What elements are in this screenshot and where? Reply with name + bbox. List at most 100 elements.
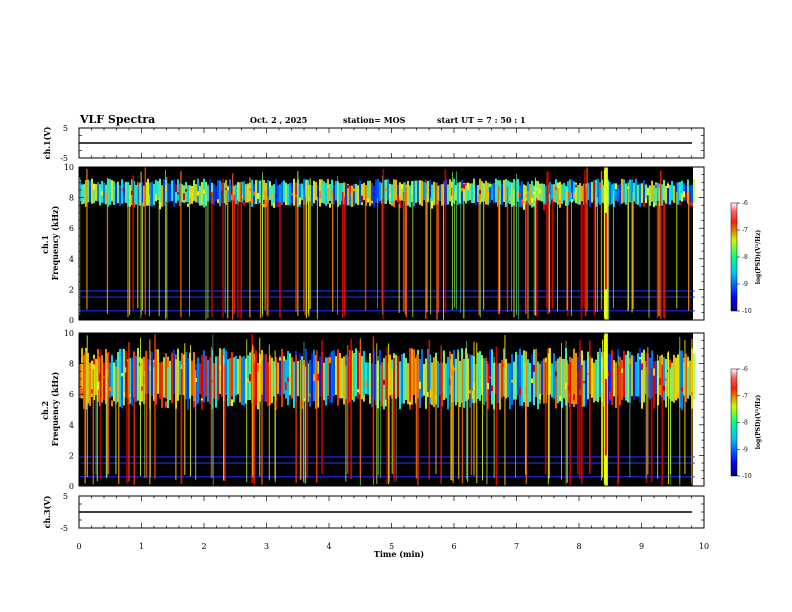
noise-band-column [491, 349, 493, 405]
ch3-waveform-xticks [78, 495, 705, 529]
noise-band-column [121, 179, 123, 204]
ch1-ylabel-line1: ch.1 [40, 235, 50, 254]
noise-band-column [433, 357, 435, 408]
noise-band-column [97, 182, 99, 202]
noise-band-speck [543, 203, 545, 211]
noise-band-speck [567, 385, 569, 391]
colorbar-tick-label: -9 [742, 281, 748, 288]
noise-band-column [691, 184, 693, 205]
noise-band-column [447, 184, 449, 205]
noise-band-column [571, 179, 573, 202]
noise-band-column [191, 186, 193, 204]
noise-band-column [465, 185, 467, 204]
noise-band-column [667, 181, 669, 206]
noise-band-column [641, 352, 643, 409]
noise-band-column [117, 351, 119, 403]
noise-band-speck [427, 391, 429, 398]
noise-band-speck [371, 200, 373, 203]
noise-band-column [571, 358, 573, 404]
noise-band-column [685, 353, 687, 403]
freq-tick-label: 8 [69, 194, 74, 203]
noise-band-column [595, 359, 597, 401]
noise-band-column [351, 185, 353, 207]
noise-band-speck [257, 192, 259, 199]
noise-band-speck [193, 401, 195, 408]
noise-band-column [279, 184, 281, 207]
noise-band-speck [299, 197, 301, 205]
noise-band-column [623, 350, 625, 398]
noise-band-column [381, 362, 383, 407]
noise-band-column [457, 349, 459, 403]
noise-band-column [259, 180, 261, 204]
noise-band-column [609, 354, 611, 401]
noise-band-column [125, 350, 127, 399]
noise-band-column [149, 182, 151, 206]
ch3-ytick-top: 5 [63, 492, 68, 501]
noise-band-column [471, 183, 473, 204]
noise-band-speck [607, 371, 609, 377]
noise-band-column [247, 183, 249, 203]
noise-band-column [505, 358, 507, 399]
noise-band-speck [599, 183, 601, 188]
noise-band-column [643, 180, 645, 202]
noise-band-column [587, 182, 589, 201]
noise-band-column [469, 354, 471, 408]
noise-band-column [217, 180, 219, 201]
noise-band-speck [125, 367, 127, 373]
noise-band-column [327, 357, 329, 397]
noise-band-column [655, 182, 657, 206]
noise-band-column [619, 183, 621, 206]
noise-band-speck [539, 188, 541, 194]
noise-band-column [477, 352, 479, 399]
noise-band-column [453, 349, 455, 403]
noise-band-speck [121, 188, 123, 192]
noise-band-column [545, 185, 547, 206]
x-tick-label: 2 [201, 542, 206, 551]
noise-band-column [529, 184, 531, 206]
colorbar-tick-label: -9 [742, 446, 748, 453]
noise-band-speck [509, 196, 511, 200]
noise-band-speck [317, 373, 319, 381]
noise-band-column [443, 181, 445, 205]
noise-band-column [505, 178, 507, 208]
noise-band-column [351, 350, 353, 400]
noise-band-column [343, 182, 345, 205]
noise-band-column [311, 353, 313, 401]
noise-band-column [205, 181, 207, 206]
noise-band-column [129, 358, 131, 404]
noise-band-speck [567, 191, 569, 198]
noise-band-column [631, 355, 633, 397]
noise-band-column [591, 181, 593, 203]
noise-band-column [663, 356, 665, 401]
noise-band-column [387, 179, 389, 201]
noise-band-column [83, 184, 85, 204]
noise-band-column [255, 350, 257, 406]
noise-band-column [457, 182, 459, 205]
noise-band-column [585, 359, 587, 406]
noise-band-column [243, 356, 245, 406]
noise-band-speck [397, 195, 399, 203]
noise-band-column [379, 349, 381, 401]
noise-band-column [693, 179, 695, 203]
noise-band-speck [571, 199, 573, 203]
noise-band-column [225, 350, 227, 396]
ch1-waveform-ylabel: ch.1(V) [42, 126, 52, 159]
noise-band-speck [287, 376, 289, 383]
noise-band-column [319, 356, 321, 398]
noise-band-speck [275, 400, 277, 409]
noise-band-column [633, 355, 635, 400]
noise-band-column [325, 357, 327, 406]
noise-band-speck [615, 183, 617, 190]
noise-band-speck [129, 394, 131, 397]
noise-band-column [521, 181, 523, 208]
noise-band-speck [465, 182, 467, 186]
noise-band-speck [487, 192, 489, 200]
noise-band-column [389, 354, 391, 396]
noise-band-column [665, 185, 667, 204]
ch2-ylabel-line1: ch.2 [40, 401, 50, 420]
noise-band-column [425, 358, 427, 409]
noise-band-column [533, 349, 535, 406]
noise-band-speck [587, 372, 589, 376]
noise-band-speck [313, 197, 315, 203]
noise-band-column [517, 178, 519, 202]
